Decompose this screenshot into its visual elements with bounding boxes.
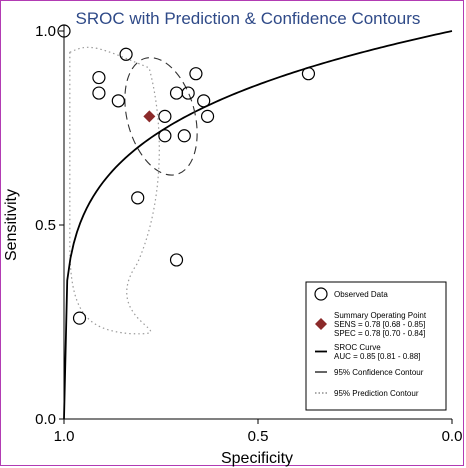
x-tick-label: 0.5: [248, 428, 269, 445]
observed-data-point: [200, 109, 215, 123]
observed-data-point: [111, 94, 125, 108]
observed-data-point: [197, 94, 211, 108]
chart-title: SROC with Prediction & Confidence Contou…: [76, 9, 421, 28]
observed-data-point: [158, 129, 172, 143]
legend-label: 95% Prediction Contour: [334, 389, 419, 398]
observed-data-point: [158, 109, 172, 123]
observed-data-point: [131, 191, 145, 205]
legend-label: Observed Data: [334, 290, 388, 299]
legend-label: SPEC = 0.78 [0.70 - 0.84]: [334, 329, 425, 338]
observed-data-point: [189, 67, 203, 81]
observed-data-point: [92, 86, 106, 100]
legend-label: SENS = 0.78 [0.68 - 0.85]: [334, 320, 425, 329]
observed-data-point: [177, 129, 191, 143]
x-axis-title: Specificity: [221, 450, 293, 467]
legend-label: 95% Confidence Contour: [334, 368, 424, 377]
y-tick-label: 1.0: [35, 23, 56, 40]
observed-data-point: [169, 86, 184, 100]
sroc-curve: [63, 30, 453, 420]
observed-data-point: [72, 311, 87, 325]
legend-circle-symbol: [314, 287, 328, 301]
y-tick-label: 0.0: [35, 411, 56, 428]
observed-data-point: [301, 67, 316, 81]
legend: Observed Data Summary Operating PointSENS…: [305, 281, 447, 411]
observed-data-point: [181, 86, 195, 100]
y-tick-label: 0.5: [35, 217, 56, 234]
observed-data-point: [119, 47, 133, 61]
legend-label: AUC = 0.85 [0.81 - 0.88]: [334, 352, 421, 361]
x-tick-label: 0.0: [442, 428, 463, 445]
legend-label: Summary Operating Point: [334, 311, 427, 320]
legend-label: SROC Curve: [334, 343, 381, 352]
observed-data-point: [169, 253, 184, 267]
y-axis-title: Sensitivity: [3, 189, 20, 261]
prediction-contour: [69, 46, 160, 335]
confidence-contour: [124, 57, 198, 176]
legend-diamond-symbol: [315, 318, 327, 330]
x-tick-label: 1.0: [54, 428, 75, 445]
legend-box: [305, 281, 447, 411]
summary-operating-point: [143, 110, 156, 123]
observed-data-point: [57, 24, 71, 38]
plot-area: 1.0 0.5 0.0 0.0 0.5 1.0: [35, 23, 462, 445]
observed-data-point: [92, 70, 106, 85]
